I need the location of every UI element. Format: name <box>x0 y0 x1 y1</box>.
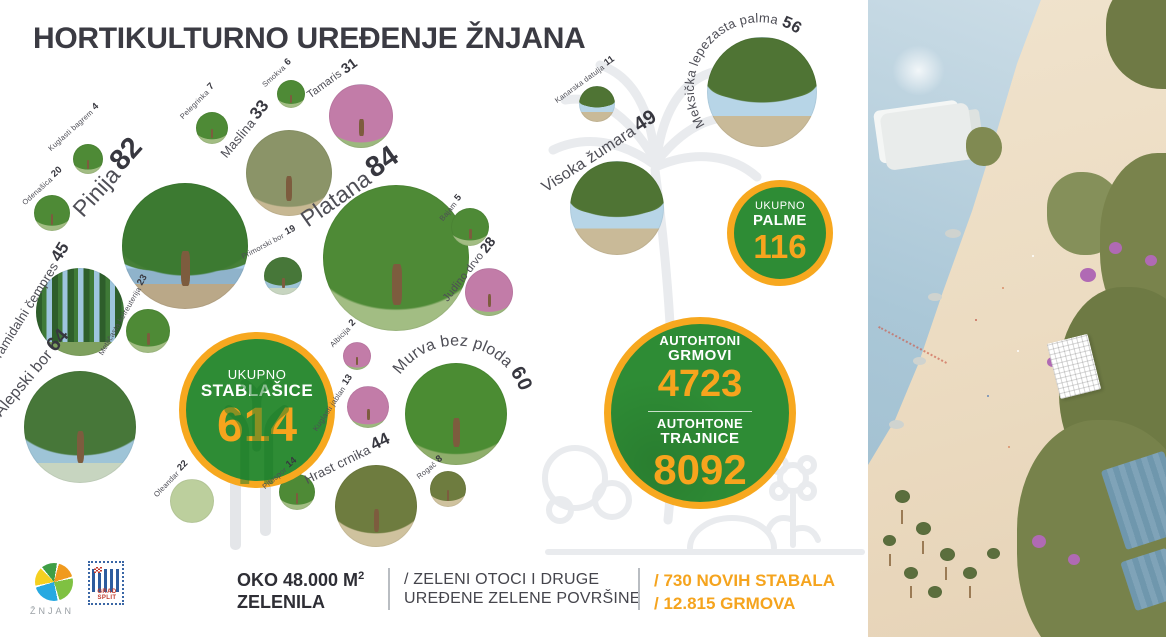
species-photo-primorski <box>264 257 302 295</box>
palm-canopy <box>927 586 942 599</box>
species-photo-platana <box>323 185 469 331</box>
palm-canopy <box>939 547 955 561</box>
species-photo-palma56 <box>707 37 817 147</box>
palm-trunk <box>900 509 903 524</box>
total-palme-value: 116 <box>753 228 807 266</box>
palm-trunk <box>909 586 912 599</box>
grad-split-logo-icon: GRAD SPLIT <box>88 561 124 605</box>
trees-top <box>1106 0 1166 90</box>
breakwater-rocks <box>888 420 904 430</box>
grmovi-label-bottom: GRMOVI <box>668 346 732 364</box>
circle-divider <box>648 410 752 412</box>
palm-canopy <box>915 522 931 536</box>
purple-flowering-tree <box>1109 242 1123 255</box>
beachgoer <box>1002 286 1005 289</box>
palm-canopy <box>903 566 918 579</box>
footer-divider-2 <box>638 568 640 610</box>
total-grmovi-trajnice-circle: AUTOHTONI GRMOVI 4723 AUTOHTONE TRAJNICE… <box>604 317 796 509</box>
species-count: 13 <box>339 372 355 388</box>
purple-flowering-tree <box>1067 554 1080 566</box>
species-photo-datulja <box>579 86 615 122</box>
palm-trunk <box>921 541 924 555</box>
palm-trunk <box>888 554 891 567</box>
species-photo-kelreuterija <box>126 309 170 353</box>
species-photo-zumara <box>570 161 664 255</box>
species-photo-bagrem <box>73 144 103 174</box>
beachgoer <box>1017 350 1019 353</box>
species-count: 11 <box>602 53 617 69</box>
page-title: HORTIKULTURNO UREĐENJE ŽNJANA <box>33 22 586 55</box>
breakwater-rocks <box>927 293 942 302</box>
beach-aerial-photo <box>868 0 1166 637</box>
palm-canopy <box>894 490 910 504</box>
trajnice-value: 8092 <box>653 446 747 494</box>
grmovi-value: 4723 <box>657 362 743 405</box>
area-label: ZELENILA <box>237 591 325 612</box>
area-stat: OKO 48.000 M2 ZELENILA <box>237 570 364 613</box>
new-trees-stat: / 730 NOVIH STABALA <box>654 571 836 590</box>
trees-spit <box>966 127 1003 166</box>
species-photo-cempres <box>36 268 124 356</box>
beachgoer <box>1008 445 1011 448</box>
palm-trunk <box>969 586 972 599</box>
total-stablasice-circle: UKUPNO STABLAŠICE 614 <box>179 332 335 488</box>
trajnice-label-bottom: TRAJNICE <box>660 429 740 447</box>
green-areas-stat: / ZELENI OTOCI I DRUGE UREĐENE ZELENE PO… <box>404 571 641 609</box>
green-areas-line1: / ZELENI OTOCI I DRUGE <box>404 571 600 588</box>
znjan-logo-icon <box>35 563 73 601</box>
breakwater-rocks <box>912 356 926 365</box>
total-palme-kicker: UKUPNO <box>754 200 806 213</box>
tree-silhouette-icon <box>224 379 290 484</box>
species-count: 44 <box>367 428 393 455</box>
species-photo-murva <box>405 363 507 465</box>
palm-canopy <box>987 547 1001 559</box>
footer-divider-1 <box>388 568 390 610</box>
species-photo-bajam <box>451 208 489 246</box>
green-areas-line2: UREĐENE ZELENE POVRŠINE <box>404 589 641 607</box>
species-photo-jablan <box>347 386 389 428</box>
beachgoer <box>987 394 990 397</box>
area-value: OKO 48.000 M2 <box>237 570 365 590</box>
species-name: Pinija <box>67 161 126 222</box>
species-count: 19 <box>283 222 298 238</box>
species-photo-judino <box>465 268 513 316</box>
trajnice-label-top: AUTOHTONE <box>656 415 744 431</box>
species-count: 20 <box>49 164 65 180</box>
total-palme-circle: UKUPNO PALME 116 <box>727 180 833 286</box>
beachgoer <box>975 318 978 321</box>
species-photo-rogac <box>430 471 466 507</box>
species-photo-smokva <box>277 80 305 108</box>
total-stablasice-kicker: UKUPNO <box>227 366 287 382</box>
species-photo-maslina <box>246 130 332 216</box>
species-photo-pelegrinka <box>196 112 228 144</box>
palm-trunk <box>945 566 948 580</box>
breakwater-rocks <box>945 229 962 239</box>
purple-flowering-tree <box>1031 535 1046 549</box>
species-count: 22 <box>175 458 191 474</box>
purple-flowering-tree <box>1145 254 1158 266</box>
total-palme-label: PALME <box>753 212 807 230</box>
grmovi-label-top: AUTOHTONI <box>659 332 741 348</box>
species-photo-pinija <box>122 183 248 309</box>
sea-mist <box>891 44 946 96</box>
new-shrubs-stat: / 12.815 GRMOVA <box>654 593 796 613</box>
species-photo-crnika <box>335 465 417 547</box>
species-photo-albicija <box>343 342 371 370</box>
znjan-logo-text: ŽNJAN <box>30 606 74 616</box>
species-photo-odenasica <box>34 195 70 231</box>
croatian-checker-icon <box>94 567 102 573</box>
purple-flowering-tree <box>1079 267 1096 282</box>
species-photo-alepski <box>24 371 136 483</box>
species-photo-tamaris <box>329 84 393 148</box>
species-photo-oleandar <box>170 479 214 523</box>
new-plantings-stat: / 730 NOVIH STABALA / 12.815 GRMOVA <box>654 570 835 616</box>
species-label-primorski: Primorski bor 19 <box>240 222 298 261</box>
palm-canopy <box>882 535 896 547</box>
palm-canopy <box>963 566 978 579</box>
grad-split-logo-text: GRAD SPLIT <box>97 589 117 601</box>
beachgoer <box>1031 254 1034 257</box>
